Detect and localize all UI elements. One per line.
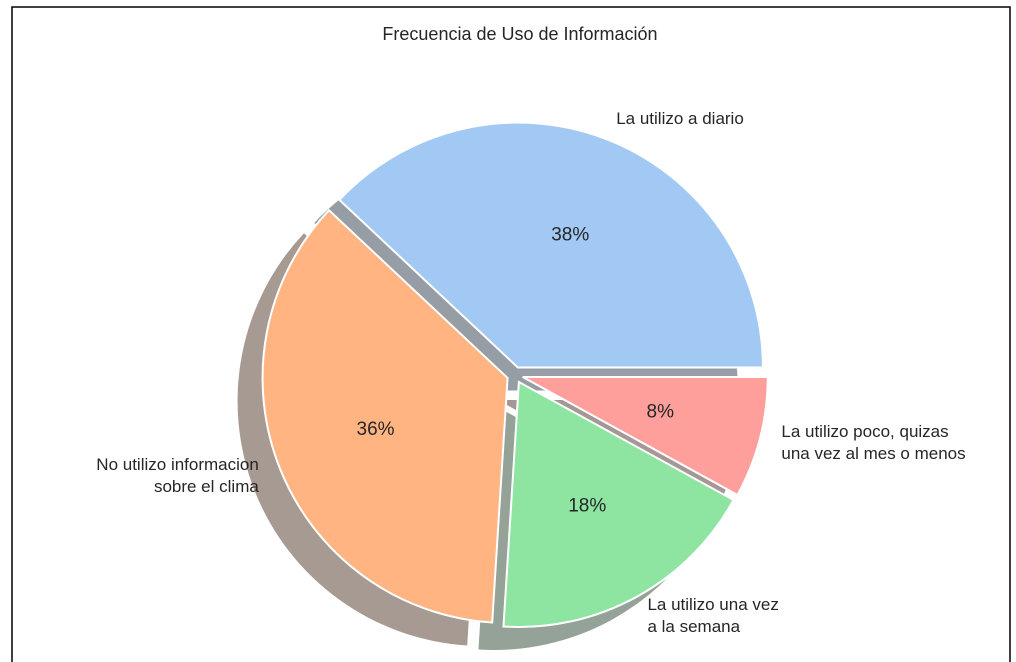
slice-percent: 18% [568, 495, 606, 516]
slice-label: La utilizo poco, quizas una vez al mes o… [781, 422, 966, 464]
slice-percent: 38% [551, 225, 589, 246]
slice [337, 121, 764, 369]
slice [502, 380, 735, 628]
slice-percent: 36% [357, 419, 395, 440]
slice-label: La utilizo a diario [616, 109, 744, 129]
slice [522, 375, 769, 497]
chart-title: Frecuencia de Uso de Información [382, 24, 657, 44]
slice-label: No utilizo informacion sobre el clima [96, 455, 259, 497]
frame [11, 6, 1011, 662]
slice-label: La utilizo una vez a la semana [647, 594, 779, 636]
slice [261, 208, 509, 624]
slice-percent: 8% [647, 401, 675, 422]
